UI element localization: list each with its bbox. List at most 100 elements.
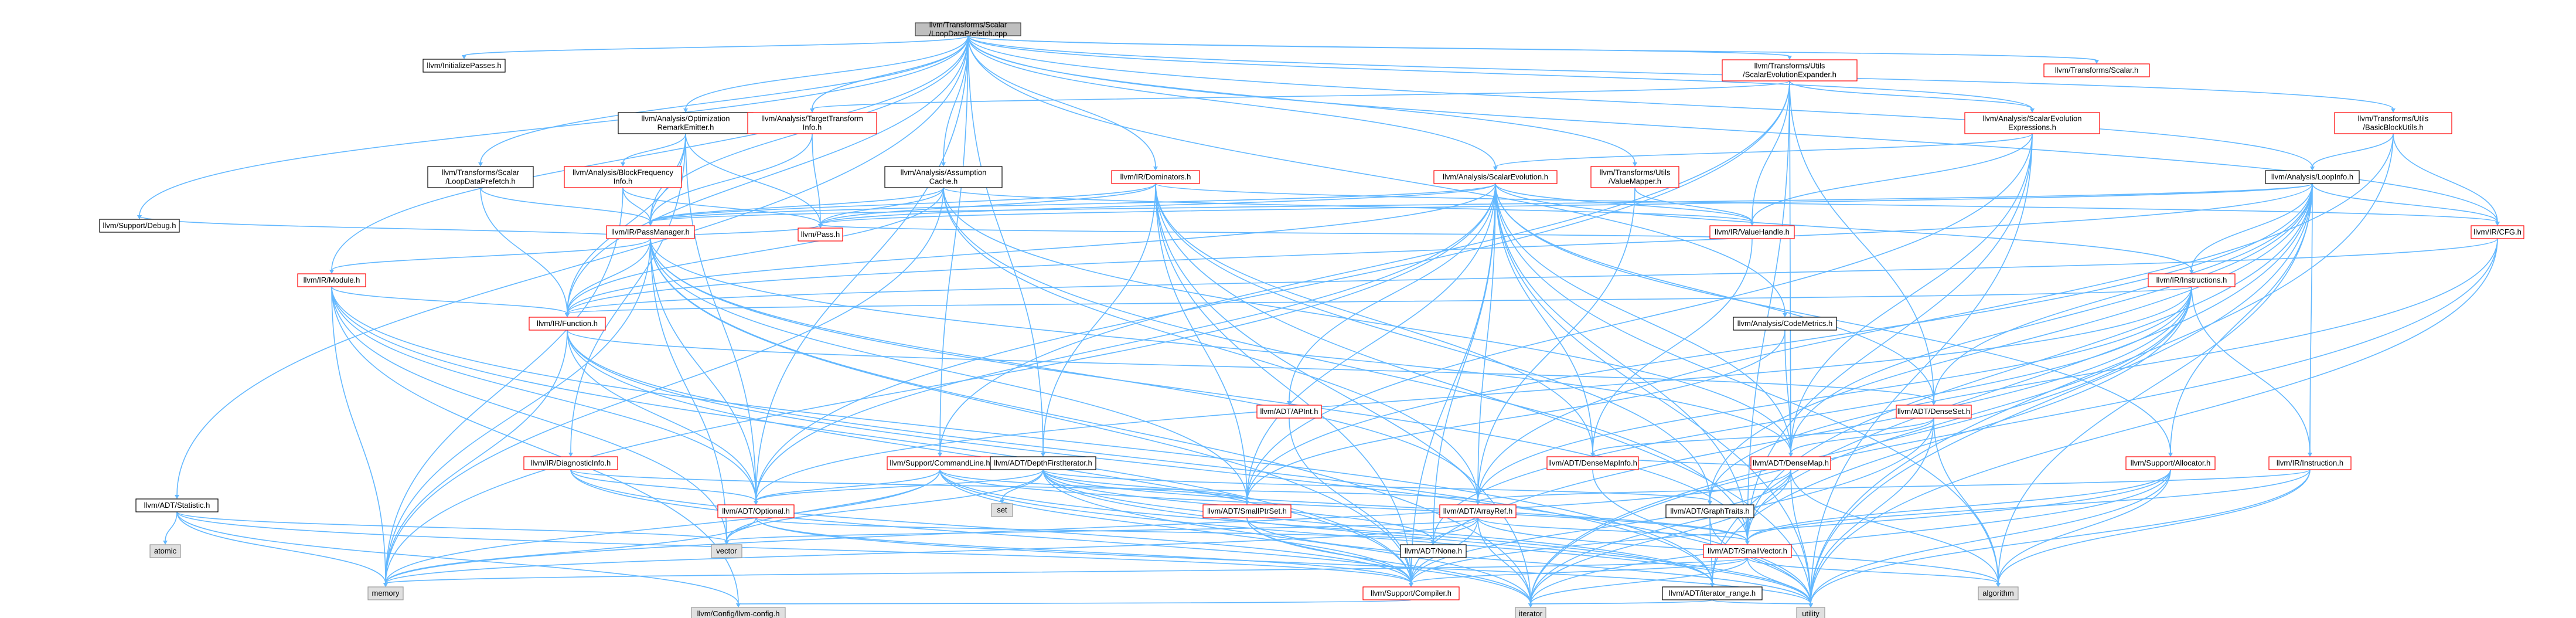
- arrowhead-root-to-seutils: [1787, 56, 1792, 60]
- node-box-algorithm: [1978, 586, 2019, 600]
- node-box-cfg: [2471, 225, 2524, 239]
- node-instructions[interactable]: llvm/IR/Instructions.h: [2148, 273, 2236, 287]
- edge-valuemapper-to-arrayref: [1477, 187, 1635, 502]
- node-cfg[interactable]: llvm/IR/CFG.h: [2471, 225, 2524, 239]
- arrowhead-loopinfo-to-allocator: [2168, 453, 2173, 457]
- node-cmdline[interactable]: llvm/Support/CommandLine.h: [887, 456, 993, 470]
- node-seexpr[interactable]: llvm/Analysis/ScalarEvolutionExpressions…: [1964, 112, 2100, 134]
- node-optremark[interactable]: llvm/Analysis/OptimizationRemarkEmitter.…: [618, 112, 754, 134]
- node-box-allocator: [2125, 456, 2216, 470]
- node-allocator[interactable]: llvm/Support/Allocator.h: [2125, 456, 2216, 470]
- node-atomic[interactable]: atomic: [149, 544, 181, 558]
- edge-function-to-optional: [567, 330, 757, 502]
- node-box-graphtraits: [1665, 504, 1754, 518]
- node-label-none-0: llvm/ADT/None.h: [1405, 546, 1462, 555]
- node-llvmconfig[interactable]: llvm/Config/llvm-config.h: [691, 607, 786, 618]
- node-valuemapper[interactable]: llvm/Transforms/Utils/ValueMapper.h: [1590, 166, 1679, 188]
- node-memory[interactable]: memory: [367, 586, 404, 600]
- edge-root-to-module: [331, 35, 969, 271]
- edge-arrayref-to-none: [1433, 517, 1478, 542]
- edge-optremark-to-function: [567, 133, 686, 314]
- node-codemetrics[interactable]: llvm/Analysis/CodeMetrics.h: [1733, 317, 1837, 331]
- node-compiler[interactable]: llvm/Support/Compiler.h: [1362, 586, 1460, 600]
- node-box-ac: [884, 166, 1003, 188]
- node-diaginfo[interactable]: llvm/IR/DiagnosticInfo.h: [523, 456, 618, 470]
- edge-ldph-to-function: [480, 187, 568, 314]
- edge-se-to-pass: [820, 183, 1496, 225]
- node-arrayref[interactable]: llvm/ADT/ArrayRef.h: [1439, 504, 1517, 518]
- node-label-bfi-1: Info.h: [614, 177, 633, 186]
- node-pass[interactable]: llvm/Pass.h: [798, 227, 843, 242]
- node-iterator[interactable]: iterator: [1515, 607, 1546, 618]
- edge-seexpr-to-valuehandle: [1752, 133, 2033, 223]
- node-bbutils[interactable]: llvm/Transforms/Utils/BasicBlockUtils.h: [2334, 112, 2452, 134]
- edge-root-to-codemetrics: [967, 35, 1786, 314]
- node-box-root: [915, 22, 1021, 36]
- node-statistic[interactable]: llvm/ADT/Statistic.h: [135, 498, 219, 512]
- node-scalar[interactable]: llvm/Transforms/Scalar.h: [2043, 63, 2150, 77]
- node-label-smallvector-0: llvm/ADT/SmallVector.h: [1708, 546, 1787, 555]
- node-loopinfo[interactable]: llvm/Analysis/LoopInfo.h: [2265, 170, 2360, 184]
- node-densemap[interactable]: llvm/ADT/DenseMap.h: [1750, 456, 1831, 470]
- node-graphtraits[interactable]: llvm/ADT/GraphTraits.h: [1665, 504, 1754, 518]
- edge-smallvector-to-iterator: [1530, 557, 1748, 605]
- arrowhead-root-to-bbutils: [2391, 108, 2396, 113]
- arrowhead-root-to-codemetrics: [1783, 313, 1787, 317]
- node-seutils[interactable]: llvm/Transforms/Utils/ScalarEvolutionExp…: [1722, 59, 1858, 82]
- arrowhead-statistic-to-atomic: [163, 541, 168, 545]
- edge-passmanager-to-smallvector: [650, 238, 1748, 542]
- node-se[interactable]: llvm/Analysis/ScalarEvolution.h: [1433, 170, 1558, 184]
- node-iterrange[interactable]: llvm/ADT/iterator_range.h: [1662, 586, 1763, 600]
- edge-seutils-to-valuehandle: [1752, 80, 1790, 223]
- edge-optremark-to-optional: [685, 133, 757, 502]
- edge-arrayref-to-smallvector: [1477, 517, 1748, 542]
- node-apint[interactable]: llvm/ADT/APInt.h: [1256, 405, 1322, 419]
- node-module[interactable]: llvm/IR/Module.h: [297, 273, 366, 287]
- node-debug[interactable]: llvm/Support/Debug.h: [99, 219, 180, 233]
- edge-loopinfo-to-function: [567, 183, 2313, 314]
- arrowhead-loopinfo-to-instructions: [2189, 270, 2194, 274]
- edge-ac-to-densemap: [943, 187, 1791, 454]
- edge-ac-to-arrayref: [943, 187, 1478, 502]
- node-box-optremark: [618, 112, 754, 134]
- edge-dfi-to-vector: [726, 469, 1044, 542]
- node-label-instruction-0: llvm/IR/Instruction.h: [2277, 459, 2343, 467]
- node-ldph[interactable]: llvm/Transforms/Scalar/LoopDataPrefetch.…: [427, 166, 534, 188]
- edge-smallvector-to-algorithm: [1747, 557, 1999, 584]
- node-vector[interactable]: vector: [711, 544, 742, 558]
- node-dfi[interactable]: llvm/ADT/DepthFirstIterator.h: [990, 456, 1096, 470]
- node-label-tti-1: Info.h: [803, 123, 822, 132]
- node-dominators[interactable]: llvm/IR/Dominators.h: [1111, 170, 1200, 184]
- node-label-memory-0: memory: [372, 589, 400, 597]
- edge-instructions-to-function: [567, 286, 2192, 314]
- edge-densemap-to-utility: [1790, 469, 1811, 605]
- node-algorithm[interactable]: algorithm: [1978, 586, 2019, 600]
- node-densemapinfo[interactable]: llvm/ADT/DenseMapInfo.h: [1546, 456, 1639, 470]
- node-label-graphtraits-0: llvm/ADT/GraphTraits.h: [1670, 507, 1749, 515]
- node-smallptrset[interactable]: llvm/ADT/SmallPtrSet.h: [1202, 504, 1292, 518]
- node-box-smallvector: [1703, 544, 1792, 558]
- node-label-diaginfo-0: llvm/IR/DiagnosticInfo.h: [531, 459, 611, 467]
- node-smallvector[interactable]: llvm/ADT/SmallVector.h: [1703, 544, 1792, 558]
- edge-se-to-densemapinfo: [1495, 183, 1593, 454]
- node-box-debug: [99, 219, 180, 233]
- node-label-arrayref-0: llvm/ADT/ArrayRef.h: [1443, 507, 1512, 515]
- node-instruction[interactable]: llvm/IR/Instruction.h: [2268, 456, 2352, 470]
- edge-seutils-to-seexpr: [1789, 80, 2033, 110]
- node-utility[interactable]: utility: [1796, 607, 1825, 618]
- node-denseset[interactable]: llvm/ADT/DenseSet.h: [1896, 405, 1972, 419]
- node-optional[interactable]: llvm/ADT/Optional.h: [717, 504, 795, 518]
- node-label-vector-0: vector: [716, 546, 737, 555]
- node-valuehandle[interactable]: llvm/IR/ValueHandle.h: [1709, 225, 1795, 239]
- node-function[interactable]: llvm/IR/Function.h: [529, 317, 606, 331]
- node-passmanager[interactable]: llvm/IR/PassManager.h: [606, 225, 695, 239]
- node-initpasses[interactable]: llvm/InitializePasses.h: [422, 59, 506, 73]
- node-box-diaginfo: [523, 456, 618, 470]
- node-label-atomic-0: atomic: [154, 546, 177, 555]
- node-root[interactable]: llvm/Transforms/Scalar/LoopDataPrefetch.…: [915, 21, 1021, 38]
- node-set[interactable]: set: [991, 503, 1013, 517]
- node-none[interactable]: llvm/ADT/None.h: [1400, 544, 1467, 558]
